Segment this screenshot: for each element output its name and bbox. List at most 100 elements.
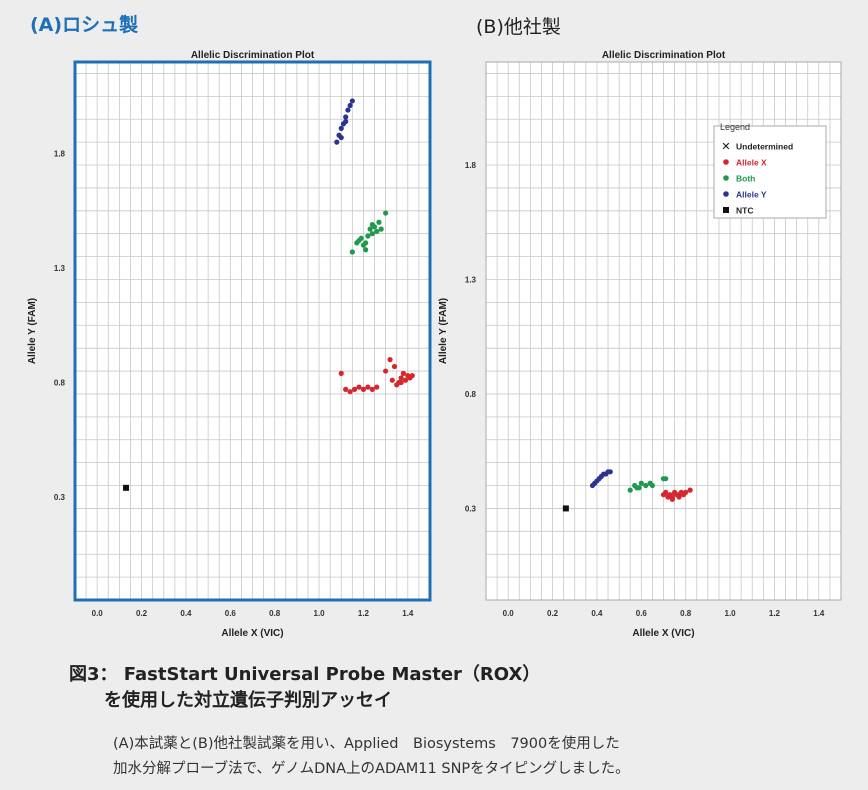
legend-marker-square xyxy=(723,207,729,213)
series-allele-y xyxy=(589,469,613,489)
x-tick-label: 0.6 xyxy=(225,609,237,618)
data-point xyxy=(400,370,406,376)
panel-b-title: (B)他社製 xyxy=(476,16,561,38)
series-allele-x xyxy=(660,487,693,502)
series-both xyxy=(349,210,389,255)
data-point xyxy=(369,221,375,228)
data-point xyxy=(369,231,375,237)
data-point xyxy=(398,375,404,381)
caption-body-line-2: 加水分解プローブ法で、ゲノムDNA上のADAM11 SNPをタイピングしました。 xyxy=(113,761,630,777)
data-point xyxy=(356,237,362,244)
series-both xyxy=(627,476,669,493)
data-point xyxy=(356,384,362,390)
data-point xyxy=(663,489,669,495)
legend-title: Legend xyxy=(720,122,750,132)
y-tick-label: 1.3 xyxy=(465,275,477,284)
x-tick-label: 0.2 xyxy=(136,609,148,618)
legend-marker-dot xyxy=(723,159,729,165)
y-tick-label: 0.8 xyxy=(54,379,66,388)
legend-entry: Both xyxy=(736,174,755,184)
data-point xyxy=(643,482,649,489)
x-tick-label: 0.8 xyxy=(269,609,281,618)
x-tick-label: 0.8 xyxy=(680,609,692,618)
data-point xyxy=(363,247,369,253)
caption-body-line-1: (A)本試薬と(B)他社製試薬を用い、Applied Biosystems 79… xyxy=(113,736,620,752)
x-tick-label: 1.4 xyxy=(402,609,414,618)
legend-entry: Allele X xyxy=(736,158,767,168)
data-point xyxy=(349,249,355,255)
series-ntc xyxy=(562,505,569,512)
y-tick-label: 1.8 xyxy=(465,161,477,170)
data-point xyxy=(687,487,693,493)
data-point xyxy=(376,219,382,225)
x-tick-label: 1.2 xyxy=(769,609,781,618)
y-tick-label: 0.3 xyxy=(465,504,477,513)
legend-marker-dot xyxy=(723,191,729,197)
plot-border xyxy=(73,60,432,602)
legend-marker-dot xyxy=(723,175,729,181)
data-point xyxy=(123,484,130,491)
plot-b: Allelic Discrimination Plot 0.0 0.2 0.4 0.6 0… xyxy=(438,50,842,639)
data-point xyxy=(360,386,367,392)
data-point xyxy=(383,368,389,374)
data-point xyxy=(349,98,355,104)
data-point xyxy=(363,240,369,246)
series-ntc xyxy=(123,484,130,491)
data-point xyxy=(387,357,393,363)
data-point xyxy=(343,118,349,125)
data-point xyxy=(338,125,344,131)
x-tick-label: 1.0 xyxy=(314,609,326,618)
legend-box xyxy=(713,125,827,219)
data-point xyxy=(592,480,598,486)
plot-border xyxy=(485,61,842,601)
data-point xyxy=(638,480,644,486)
legend-entry: Undetermined xyxy=(736,142,793,152)
series-allele-x xyxy=(338,357,415,395)
grid xyxy=(74,62,431,601)
chart-title: Allelic Discrimination Plot xyxy=(602,50,726,61)
data-point xyxy=(345,107,351,113)
legend-marker-cross: ✕ xyxy=(721,140,730,153)
data-point xyxy=(383,210,389,216)
figure-caption-body: (A)本試薬と(B)他社製試薬を用い、Applied Biosystems 79… xyxy=(113,732,630,782)
data-point xyxy=(627,487,633,493)
data-point xyxy=(378,226,384,232)
x-tick-label: 0.2 xyxy=(547,609,559,618)
data-point xyxy=(562,505,569,512)
x-tick-label: 0.6 xyxy=(636,609,648,618)
data-point xyxy=(369,386,375,392)
data-point xyxy=(374,384,380,390)
chart-title: Allelic Discrimination Plot xyxy=(191,50,315,61)
data-point xyxy=(683,489,689,495)
data-point xyxy=(338,134,344,141)
data-point xyxy=(634,485,640,491)
caption-line-2: を使用した対立遺伝子判別アッセイ xyxy=(104,690,392,711)
data-point xyxy=(347,102,353,109)
data-point xyxy=(663,476,669,482)
y-tick-label: 1.8 xyxy=(54,150,66,159)
x-tick-label: 1.0 xyxy=(725,609,737,618)
legend-entry: Allele Y xyxy=(736,190,767,200)
y-axis-label: Allele Y (FAM) xyxy=(438,298,449,364)
data-point xyxy=(351,386,358,392)
x-tick-label: 1.4 xyxy=(813,609,825,618)
legend-entry: NTC xyxy=(736,206,753,216)
y-tick-label: 1.3 xyxy=(54,264,66,273)
data-point xyxy=(334,139,340,145)
data-point xyxy=(649,482,656,489)
data-point xyxy=(409,373,415,379)
x-axis-label: Allele X (VIC) xyxy=(632,628,694,639)
data-point xyxy=(374,228,380,235)
caption-line-1: 図3： FastStart Universal Probe Master（ROX… xyxy=(69,664,541,685)
data-point xyxy=(347,389,353,395)
data-point xyxy=(398,379,404,386)
x-tick-label: 0.0 xyxy=(92,609,104,618)
plot-a: Allelic Discrimination Plot 0.0 0.2 0.4 0.6 0… xyxy=(27,50,432,639)
data-point xyxy=(676,492,682,498)
x-tick-label: 0.0 xyxy=(503,609,515,618)
figure-caption-heading: 図3： FastStart Universal Probe Master（ROX… xyxy=(69,662,540,714)
data-point xyxy=(338,370,344,376)
data-point xyxy=(607,469,613,475)
data-point xyxy=(343,114,349,120)
x-tick-label: 1.2 xyxy=(358,609,370,618)
